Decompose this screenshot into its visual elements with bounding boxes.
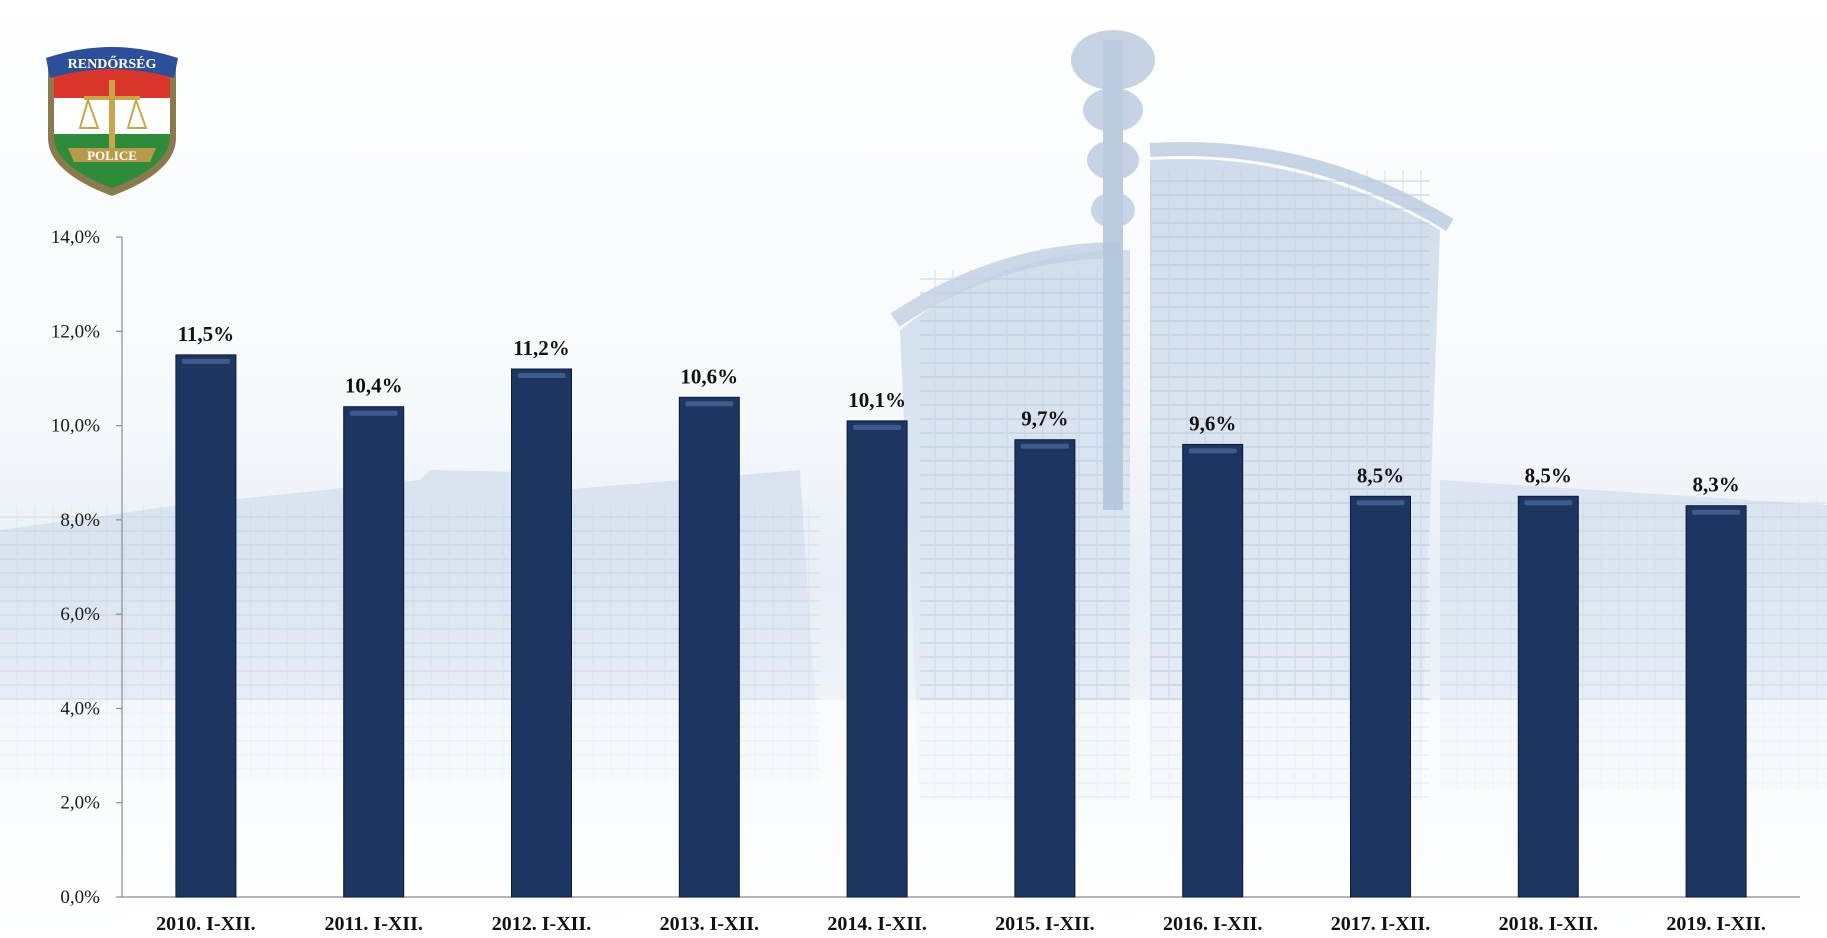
police-badge-logo: RENDŐRSÉG POLICE xyxy=(46,47,178,196)
x-category-label: 2011. I-XII. xyxy=(325,913,423,935)
data-label: 10,6% xyxy=(680,364,738,388)
y-tick-label: 2,0% xyxy=(60,793,100,814)
data-label: 10,1% xyxy=(848,388,906,412)
data-label: 9,6% xyxy=(1189,411,1236,435)
bar xyxy=(1350,495,1411,898)
data-label: 11,5% xyxy=(178,322,235,346)
bar xyxy=(511,368,572,898)
x-category-label: 2013. I-XII. xyxy=(660,913,759,935)
bar-highlight xyxy=(517,373,566,378)
bar xyxy=(678,396,740,898)
chart-bars xyxy=(175,354,1747,898)
bar-highlight xyxy=(853,424,902,430)
x-category-label: 2010. I-XII. xyxy=(156,913,255,935)
data-label: 10,4% xyxy=(345,374,403,398)
y-tick-label: 12,0% xyxy=(51,321,100,342)
bar xyxy=(175,354,237,898)
data-label: 8,5% xyxy=(1357,463,1404,487)
bar-highlight xyxy=(181,358,230,364)
bar xyxy=(1182,443,1244,898)
x-category-label: 2012. I-XII. xyxy=(492,913,591,935)
data-label: 11,2% xyxy=(513,336,570,360)
bar xyxy=(846,420,908,898)
x-category-label: 2014. I-XII. xyxy=(827,913,926,935)
y-tick-label: 8,0% xyxy=(60,510,100,531)
data-label: 8,5% xyxy=(1525,463,1572,487)
x-category-label: 2019. I-XII. xyxy=(1666,913,1765,935)
y-tick-label: 6,0% xyxy=(60,604,100,625)
y-tick-label: 10,0% xyxy=(51,416,100,437)
bar-highlight xyxy=(685,401,734,407)
x-category-label: 2018. I-XII. xyxy=(1499,913,1598,935)
bar-highlight xyxy=(1524,500,1573,506)
bar xyxy=(1014,439,1076,898)
x-category-label: 2015. I-XII. xyxy=(995,913,1094,935)
bar xyxy=(1517,495,1579,898)
bar xyxy=(343,406,405,898)
bar-highlight xyxy=(1692,509,1741,515)
bar xyxy=(1685,505,1747,898)
y-tick-label: 14,0% xyxy=(51,227,100,248)
y-tick-label: 0,0% xyxy=(60,887,100,908)
svg-text:RENDŐRSÉG: RENDŐRSÉG xyxy=(68,55,157,72)
data-label: 9,7% xyxy=(1021,407,1068,431)
bar-highlight xyxy=(1020,443,1069,449)
x-category-label: 2017. I-XII. xyxy=(1331,913,1430,935)
data-label: 8,3% xyxy=(1692,473,1739,497)
x-category-label: 2016. I-XII. xyxy=(1163,913,1262,935)
chart-labels: 11,5% 2010. I-XII. 10,4% 2011. I-XII. 11,2% 2… xyxy=(156,322,1766,935)
bar-highlight xyxy=(1188,448,1237,454)
bar-highlight xyxy=(1356,500,1405,506)
svg-text:POLICE: POLICE xyxy=(87,148,137,163)
bar-highlight xyxy=(349,410,398,416)
y-tick-label: 4,0% xyxy=(60,698,100,719)
